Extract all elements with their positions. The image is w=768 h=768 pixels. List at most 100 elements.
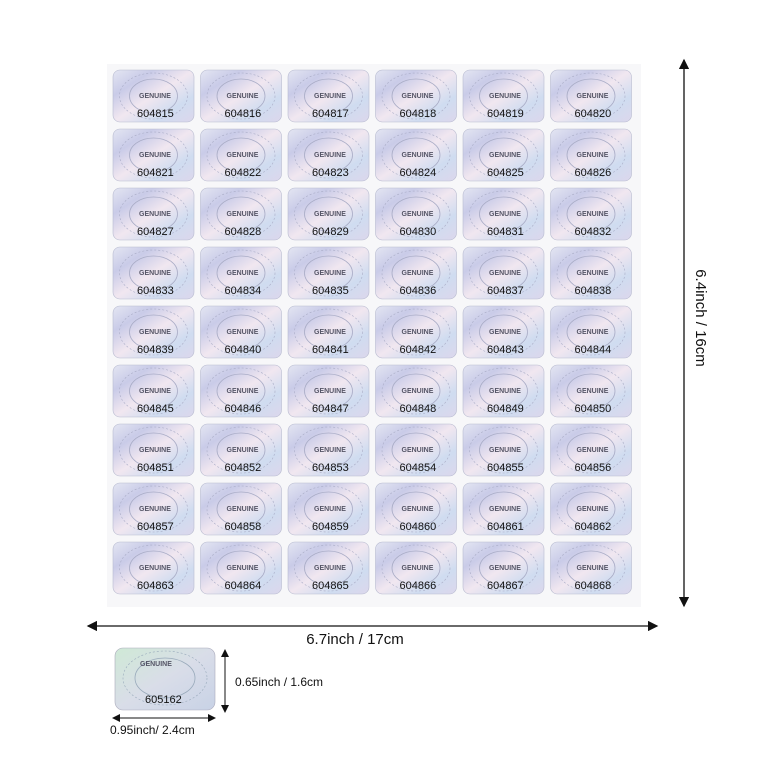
hologram <box>200 482 282 536</box>
serial-number: 604829 <box>312 226 349 238</box>
sticker: GENUINE 604863 <box>112 541 195 595</box>
hologram-ring <box>216 491 266 527</box>
hologram <box>112 128 195 182</box>
serial-number: 604841 <box>312 344 349 356</box>
hologram-ring <box>294 367 363 415</box>
hologram <box>287 482 370 536</box>
hologram-ring <box>294 72 363 120</box>
sticker: GENUINE 604833 <box>112 246 195 300</box>
hologram-ring <box>294 190 363 238</box>
sticker-text: GENUINE <box>402 565 434 572</box>
serial-number: 604825 <box>487 167 524 179</box>
sticker: GENUINE 604844 <box>550 305 632 359</box>
sticker-text: GENUINE <box>577 447 609 454</box>
hologram <box>287 128 370 182</box>
sticker: GENUINE 604858 <box>200 482 282 536</box>
serial-number: 604864 <box>225 580 262 592</box>
sticker-grid: GENUINE604815GENUINE604816GENUINE604817G… <box>112 69 632 595</box>
serial-number: 604831 <box>487 226 524 238</box>
sticker: GENUINE 604864 <box>200 541 282 595</box>
hologram-ring <box>129 137 178 173</box>
hologram <box>375 423 457 477</box>
hologram <box>462 128 545 182</box>
hologram <box>200 187 282 241</box>
hologram-ring <box>479 432 528 468</box>
hologram <box>462 541 545 595</box>
hologram-ring <box>304 314 353 350</box>
sticker: GENUINE 604839 <box>112 305 195 359</box>
serial-number: 604820 <box>575 108 612 120</box>
sticker: GENUINE 604854 <box>375 423 457 477</box>
serial-number: 604835 <box>312 285 349 297</box>
sticker-text: GENUINE <box>402 93 434 100</box>
serial-number: 604865 <box>312 580 349 592</box>
hologram-ring <box>469 426 538 474</box>
hologram <box>462 246 545 300</box>
serial-number: 604858 <box>225 521 262 533</box>
sticker: GENUINE 604818 <box>375 69 457 123</box>
hologram-ring <box>479 491 528 527</box>
hologram-ring <box>129 78 178 114</box>
hologram-ring <box>119 485 188 533</box>
serial-number: 604866 <box>400 580 437 592</box>
sticker-text: GENUINE <box>227 93 259 100</box>
hologram <box>287 246 370 300</box>
hologram-ring <box>129 314 178 350</box>
sticker: GENUINE 604845 <box>112 364 195 418</box>
hologram-ring <box>469 131 538 179</box>
hologram-ring <box>556 485 626 533</box>
sticker-text: GENUINE <box>139 506 171 513</box>
hologram-ring <box>391 491 441 527</box>
sticker-text: GENUINE <box>402 211 434 218</box>
serial-number: 604826 <box>575 167 612 179</box>
hologram-ring <box>469 190 538 238</box>
sample-width-label: 0.95inch/ 2.4cm <box>110 723 195 737</box>
hologram-ring <box>294 426 363 474</box>
hologram-ring <box>129 255 178 291</box>
hologram <box>112 364 195 418</box>
hologram-ring <box>566 491 616 527</box>
sticker-text: GENUINE <box>227 447 259 454</box>
sticker-text: GENUINE <box>489 93 521 100</box>
hologram-ring <box>206 249 276 297</box>
hologram <box>287 305 370 359</box>
hologram-ring <box>479 373 528 409</box>
sticker: GENUINE 604841 <box>287 305 370 359</box>
sticker: GENUINE 604822 <box>200 128 282 182</box>
hologram-ring <box>304 373 353 409</box>
sticker: GENUINE 604838 <box>550 246 632 300</box>
hologram-ring <box>479 550 528 586</box>
sticker: GENUINE 604821 <box>112 128 195 182</box>
hologram-ring <box>391 78 441 114</box>
hologram <box>550 69 632 123</box>
hologram <box>462 482 545 536</box>
sticker: GENUINE 604831 <box>462 187 545 241</box>
hologram <box>112 246 195 300</box>
hologram-ring <box>566 314 616 350</box>
sticker: GENUINE 604865 <box>287 541 370 595</box>
hologram-ring <box>391 373 441 409</box>
hologram <box>112 423 195 477</box>
sticker: GENUINE 604868 <box>550 541 632 595</box>
serial-number: 604850 <box>575 403 612 415</box>
hologram-ring <box>294 485 363 533</box>
serial-number: 604862 <box>575 521 612 533</box>
hologram <box>550 128 632 182</box>
hologram <box>375 69 457 123</box>
hologram-ring <box>391 550 441 586</box>
hologram-ring <box>216 137 266 173</box>
hologram-ring <box>216 432 266 468</box>
sticker-text: GENUINE <box>314 329 346 336</box>
serial-number: 604842 <box>400 344 437 356</box>
hologram <box>375 482 457 536</box>
hologram <box>112 187 195 241</box>
hologram-ring <box>556 190 626 238</box>
sample-serial: 605162 <box>145 694 182 706</box>
sticker: GENUINE 604828 <box>200 187 282 241</box>
hologram-ring <box>381 72 451 120</box>
hologram <box>375 541 457 595</box>
hologram <box>375 128 457 182</box>
hologram-ring <box>129 491 178 527</box>
hologram-ring <box>556 72 626 120</box>
hologram-ring <box>566 432 616 468</box>
